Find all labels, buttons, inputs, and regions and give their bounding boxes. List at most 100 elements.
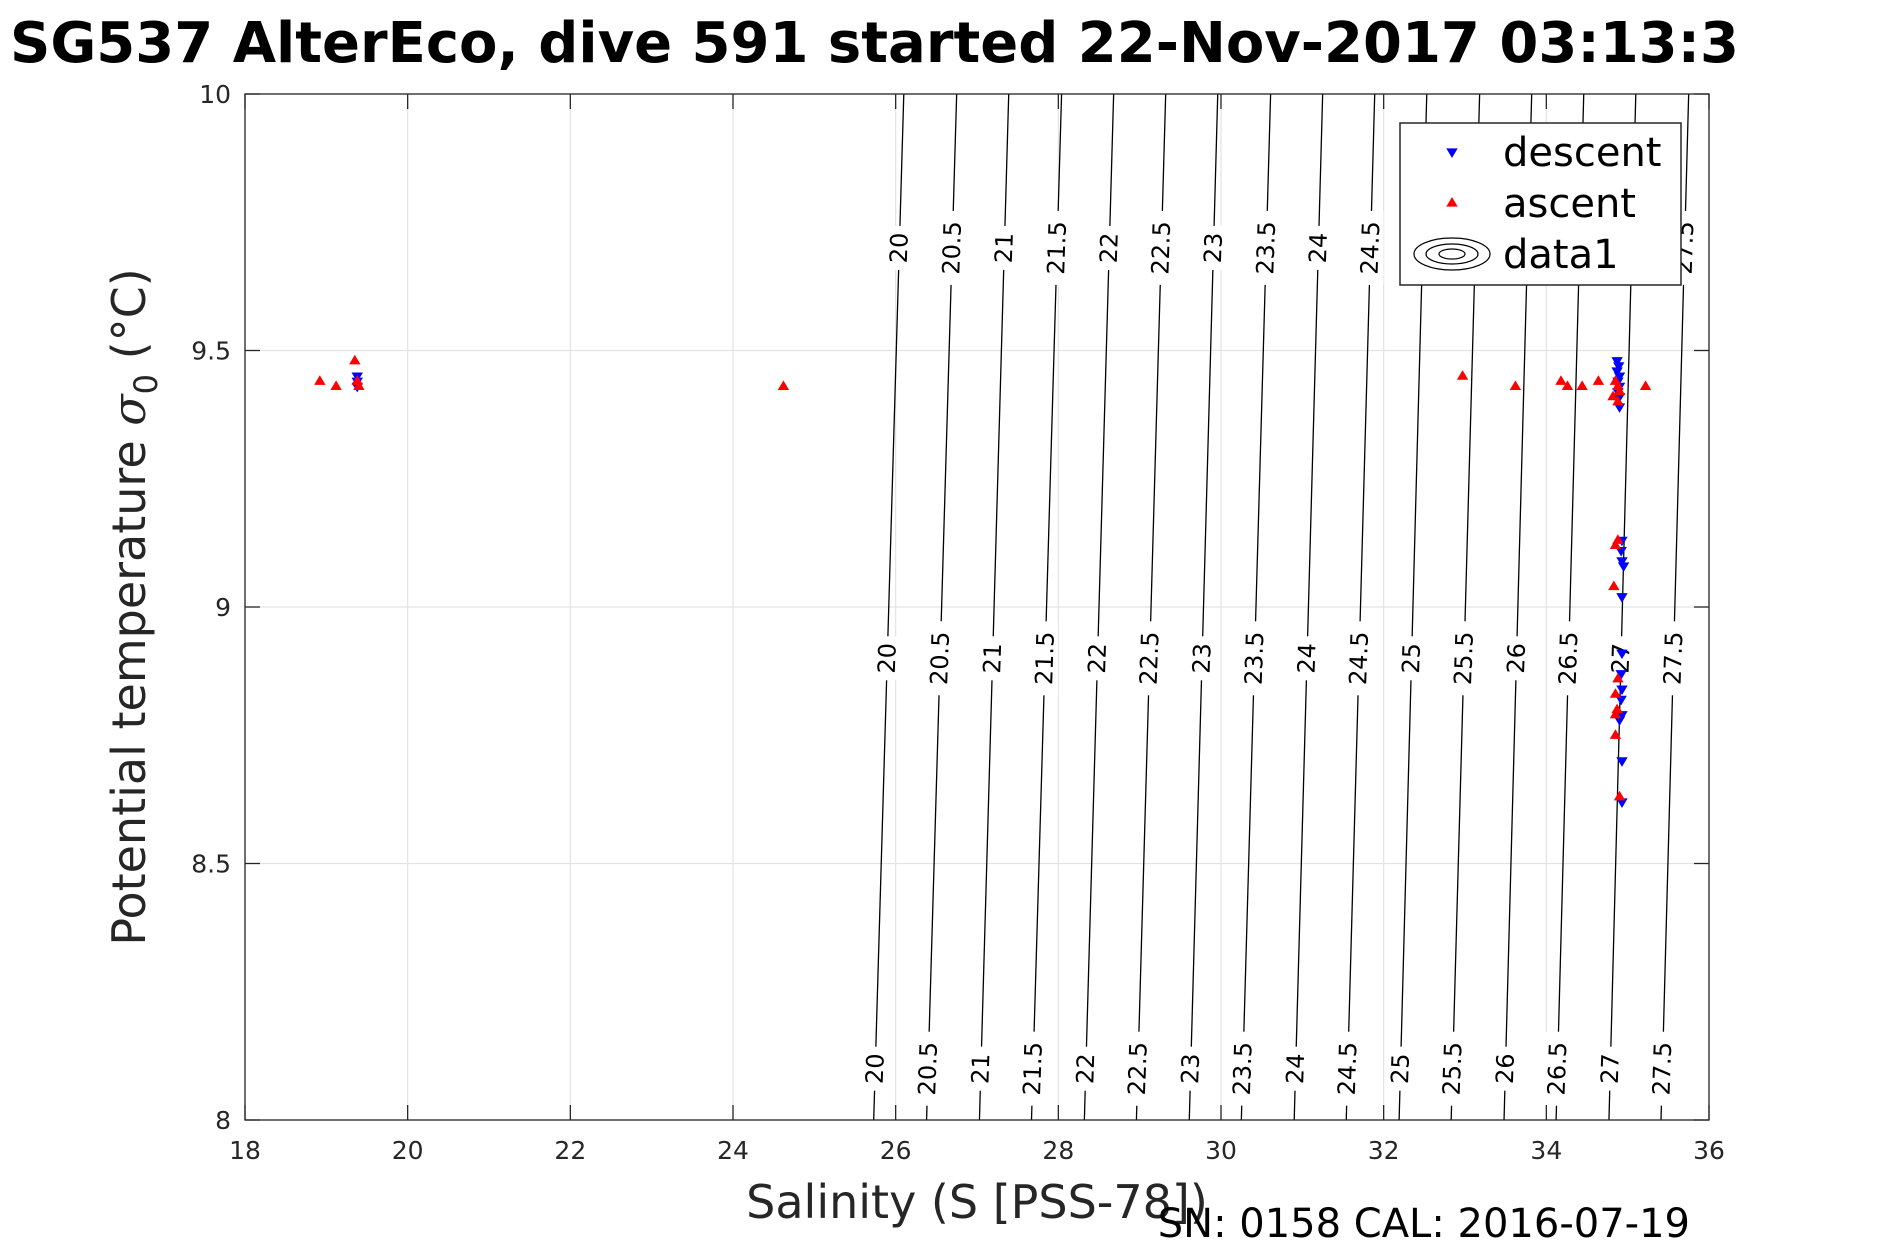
contour-label: 23 — [1199, 232, 1228, 264]
descent-point — [1613, 403, 1626, 413]
contour-label: 26.5 — [1554, 631, 1584, 685]
y-tick-label: 9.5 — [191, 337, 231, 366]
contour-label-bg — [886, 225, 913, 270]
contour-label: 20.5 — [925, 631, 955, 685]
descent-point — [1616, 685, 1628, 696]
legend-ascent-label: ascent — [1503, 181, 1636, 227]
contour-label: 24 — [1281, 1053, 1310, 1085]
contour-label: 25 — [1386, 1053, 1415, 1085]
legend-descent-marker — [1446, 148, 1458, 158]
contour-label: 25.5 — [1449, 631, 1479, 685]
chart-title: SG537 AlterEco, dive 591 started 22-Nov-… — [10, 11, 1739, 76]
tick-marks — [244, 93, 1710, 1121]
descent-point — [1616, 649, 1628, 660]
contour-label-bg — [1148, 210, 1175, 285]
contour-label-bg — [1177, 1046, 1204, 1091]
contour-label: 24.5 — [1333, 1042, 1363, 1096]
contour-label: 27.5 — [1659, 631, 1689, 685]
descent-point — [1611, 367, 1623, 378]
descent-point — [1613, 362, 1625, 372]
ascent-point — [1612, 395, 1624, 406]
x-tick-label: 20 — [392, 1136, 424, 1165]
contour-label-bg — [1189, 636, 1216, 681]
contour-label: 21.5 — [1030, 631, 1060, 685]
ascent-point — [1613, 385, 1626, 396]
contour-label: 27 — [1596, 1053, 1625, 1085]
contour-label-bg — [1387, 1046, 1414, 1091]
contour-label-bg — [1305, 225, 1332, 270]
y-tick-labels: 8 8.5 9 9.5 10 — [191, 80, 231, 1135]
descent-point — [1616, 798, 1628, 808]
descent-point — [1617, 562, 1630, 572]
contour-label: 22.5 — [1123, 1042, 1153, 1096]
contour-label: 20.5 — [937, 221, 967, 275]
contour-label-bg — [927, 621, 954, 696]
contour-label: 24.5 — [1356, 221, 1386, 275]
descent-point — [1616, 711, 1628, 721]
contour-label: 25 — [1397, 643, 1426, 675]
contour-label: 21 — [978, 643, 1007, 675]
contour-label-bg — [939, 210, 966, 285]
legend-data1-label: data1 — [1503, 232, 1619, 278]
contour-label-bg — [1294, 636, 1321, 681]
legend-ascent-marker — [1446, 197, 1458, 207]
contour-label-bg — [1346, 621, 1373, 696]
ascent-point — [1456, 370, 1469, 380]
ascent-point — [777, 380, 790, 391]
contour-label-bg — [1124, 1031, 1151, 1106]
y-axis-label-text: Potential temperature — [102, 440, 156, 945]
y-tick-label: 10 — [199, 80, 231, 109]
ascent-point — [1612, 672, 1624, 683]
legend-item-data1: data1 — [1413, 232, 1619, 278]
ascent-point — [1609, 708, 1622, 719]
contour-label: 22 — [1095, 232, 1124, 264]
ascent-point — [1608, 580, 1620, 591]
y-axis-label-symbol: σ — [102, 393, 156, 426]
x-tick-label: 18 — [229, 1136, 261, 1165]
legend: descent ascent data1 — [1399, 122, 1682, 286]
contour-label-bg — [1136, 621, 1163, 696]
serial-calibration-note: SN: 0158 CAL: 2016-07-19 — [1158, 1201, 1690, 1247]
descent-point — [1611, 357, 1623, 367]
contour-label-bg — [1200, 225, 1227, 270]
contour-label-bg — [1649, 1031, 1676, 1106]
contour-label: 24 — [1292, 643, 1321, 675]
ascent-point — [1509, 380, 1522, 391]
ascent-point — [349, 354, 361, 365]
ascent-point — [1561, 380, 1574, 391]
contour-label-bg — [1019, 1031, 1046, 1106]
contour-label: 20 — [885, 232, 914, 264]
descent-point — [1615, 546, 1627, 557]
data-points — [314, 354, 1652, 808]
contour-label: 20 — [873, 643, 902, 675]
ascent-point — [1592, 375, 1605, 385]
contour-label-bg — [1660, 621, 1687, 696]
contour-label: 22 — [1071, 1053, 1100, 1085]
ascent-point — [1613, 790, 1626, 801]
contour-label: 21 — [990, 232, 1019, 264]
contour-label: 26.5 — [1543, 1042, 1573, 1096]
ascent-point — [330, 380, 342, 391]
contour-label-bg — [1072, 1046, 1099, 1091]
descent-point — [1615, 670, 1627, 680]
contour-label-bg — [1253, 210, 1280, 285]
contour-label-bg — [1096, 225, 1123, 270]
x-axis-label: Salinity (S [PSS-78]) — [746, 1175, 1208, 1229]
x-tick-label: 34 — [1530, 1136, 1562, 1165]
contour-label: 21 — [966, 1053, 995, 1085]
y-tick-label: 8.5 — [191, 850, 231, 879]
contour-label: 23 — [1176, 1053, 1205, 1085]
contour-label: 24 — [1304, 232, 1333, 264]
descent-point — [1616, 593, 1628, 603]
x-tick-label: 32 — [1368, 1136, 1400, 1165]
x-tick-label: 26 — [880, 1136, 912, 1165]
y-axis-label-subscript: 0 — [127, 374, 165, 394]
x-tick-label: 22 — [554, 1136, 586, 1165]
y-axis-label: Potential temperature σ0 (°C) — [102, 268, 165, 945]
contour-label-bg — [991, 225, 1018, 270]
descent-point — [1616, 557, 1628, 567]
x-tick-label: 36 — [1693, 1136, 1725, 1165]
ascent-point — [314, 375, 326, 385]
contour-label-bg — [967, 1046, 994, 1091]
